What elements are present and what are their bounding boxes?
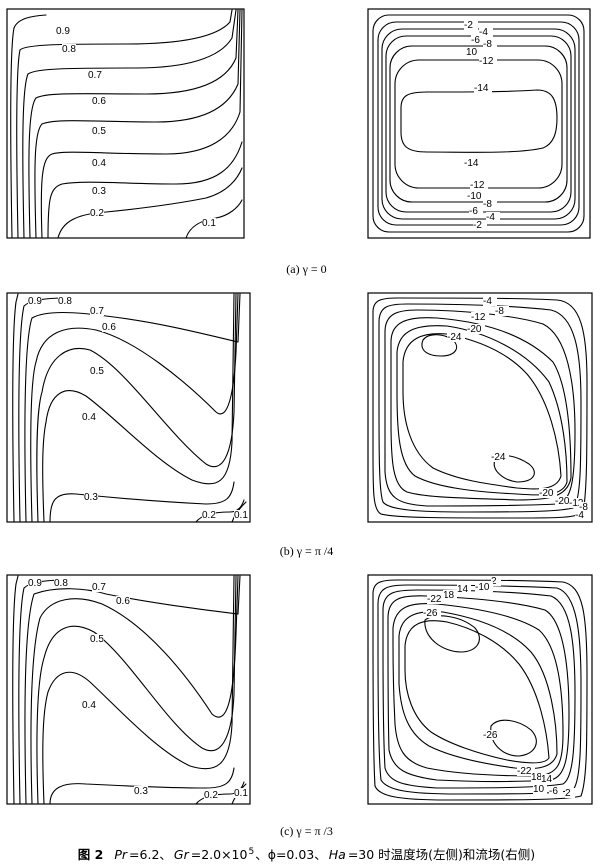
temperature-label: 0.2	[90, 208, 104, 219]
streamfunction-label: -22	[517, 766, 532, 777]
temperature-label: 0.6	[116, 596, 130, 607]
figure-caption: 图 2 Pr =6.2、 Gr =2.0×105、ϕ=0.03、 Ha =30 时温度场(左…	[0, 844, 613, 863]
temperature-label: 0.9	[56, 26, 70, 37]
streamfunction-label: -14	[464, 158, 479, 169]
streamfunction-label: 14	[457, 584, 469, 595]
temperature-label: 0.5	[90, 366, 104, 377]
temperature-label: 0.5	[92, 126, 106, 137]
caption-part: =2.0×10	[190, 847, 248, 862]
streamfunction-label: 18	[443, 590, 455, 601]
subcaption-c: (c) γ = π /3	[280, 824, 333, 838]
temperature-label: 0.9	[28, 296, 42, 307]
temperature-label: 0.6	[102, 322, 116, 333]
temperature-label: 0.1	[202, 218, 216, 229]
caption-part: =6.2、	[129, 847, 172, 862]
streamfunction-label: -10	[475, 582, 490, 593]
streamfunction-label: -2	[464, 20, 473, 31]
temperature-plot-c: 0.9 0.8 0.7 0.6 0.5 0.4 0.3 0.2 0.1	[6, 574, 252, 806]
streamline-contours-c: 2 -10 14 18 -22 -26 -26 -22 18 14 10 -6 …	[367, 574, 593, 805]
temperature-label: 0.8	[58, 296, 72, 307]
streamfunction-label: -14	[474, 83, 489, 94]
streamfunction-label: -6	[469, 206, 478, 217]
streamfunction-label: 10	[466, 47, 478, 58]
streamfunction-label: -26	[483, 730, 498, 741]
temperature-label: 0.8	[54, 578, 68, 589]
temperature-contours-a: 0.9 0.8 0.7 0.6 0.5 0.4 0.3 0.2 0.1	[6, 8, 245, 239]
temperature-label: 0.4	[82, 700, 96, 711]
streamfunction-label: -12	[470, 180, 485, 191]
temperature-label: 0.1	[234, 510, 248, 521]
streamfunction-label: 2	[565, 788, 571, 799]
temperature-label: 0.4	[82, 412, 96, 423]
streamline-contours-a: -2 -4 -6 -8 10 -12 -14 -14 -12 -10 -8 -6…	[367, 8, 591, 239]
temperature-contours-c: 0.9 0.8 0.7 0.6 0.5 0.4 0.3 0.2 0.1	[6, 574, 251, 805]
streamfunction-label: -12	[471, 312, 486, 323]
temperature-label: 0.9	[28, 578, 42, 589]
caption-part: 、ϕ=0.03、	[255, 847, 327, 862]
streamline-plot-c: 2 -10 14 18 -22 -26 -26 -22 18 14 10 -6 …	[367, 574, 594, 806]
caption-part: =30 时温度场(左侧)和流场(右侧)	[347, 847, 536, 862]
streamfunction-label: -26	[423, 608, 438, 619]
streamfunction-label: -8	[579, 502, 588, 513]
streamfunction-label: -12	[569, 498, 584, 509]
streamfunction-label: -10	[467, 191, 482, 202]
caption-exponent: 5	[248, 846, 255, 857]
streamfunction-label: -20	[467, 324, 482, 335]
temperature-label: 0.4	[92, 158, 106, 169]
streamfunction-label: 14	[541, 774, 553, 785]
streamfunction-label: -20	[555, 496, 570, 507]
temperature-label: 0.3	[84, 492, 98, 503]
figure-number: 图 2	[77, 847, 104, 862]
temperature-label: 0.1	[234, 788, 248, 799]
streamfunction-label: -12	[479, 56, 494, 67]
subcaption-b: (b) γ = π /4	[279, 544, 334, 558]
temperature-label: 0.3	[92, 186, 106, 197]
temperature-label: 0.7	[88, 70, 102, 81]
temperature-label: 0.7	[92, 582, 106, 593]
streamfunction-label: 18	[531, 772, 543, 783]
streamfunction-label: -4	[575, 510, 584, 521]
streamline-contours-b: -4 -8 -12 -20 -24 -24 -20 -20 -12 -8 -4	[367, 292, 593, 523]
streamfunction-label: -6	[549, 786, 558, 797]
streamfunction-label: -6	[471, 35, 480, 46]
streamline-plot-b: -4 -8 -12 -20 -24 -24 -20 -20 -12 -8 -4	[367, 292, 594, 524]
streamfunction-label: -4	[486, 212, 495, 223]
subcaption-a: (a) γ = 0	[286, 262, 327, 276]
streamfunction-label: -8	[483, 199, 492, 210]
streamfunction-label: -4	[479, 27, 488, 38]
streamline-plot-a: -2 -4 -6 -8 10 -12 -14 -14 -12 -10 -8 -6…	[367, 8, 592, 240]
streamfunction-label: -20	[539, 488, 554, 499]
temperature-label: 0.2	[202, 510, 216, 521]
caption-part: Gr	[173, 847, 189, 862]
temperature-label: 0.7	[90, 306, 104, 317]
temperature-plot-a: 0.9 0.8 0.7 0.6 0.5 0.4 0.3 0.2 0.1	[6, 8, 246, 240]
temperature-plot-b: 0.9 0.8 0.7 0.6 0.5 0.4 0.3 0.2 0.1	[6, 292, 252, 524]
temperature-contours-b: 0.9 0.8 0.7 0.6 0.5 0.4 0.3 0.2 0.1	[6, 292, 251, 523]
streamfunction-label: 10	[533, 784, 545, 795]
streamfunction-label: -4	[483, 296, 492, 307]
streamfunction-label: -24	[447, 332, 462, 343]
streamfunction-label: -8	[495, 306, 504, 317]
streamfunction-label: -8	[483, 39, 492, 50]
streamfunction-label: -24	[491, 452, 506, 463]
temperature-label: 0.5	[90, 634, 104, 645]
streamfunction-label: -22	[427, 594, 442, 605]
temperature-label: 0.6	[92, 96, 106, 107]
caption-part: Ha	[328, 847, 346, 862]
temperature-label: 0.2	[204, 790, 218, 801]
streamfunction-label: 2	[491, 576, 497, 587]
streamfunction-label: -2	[473, 220, 482, 231]
temperature-label: 0.3	[134, 786, 148, 797]
temperature-label: 0.8	[62, 44, 76, 55]
caption-part: Pr	[114, 847, 128, 862]
